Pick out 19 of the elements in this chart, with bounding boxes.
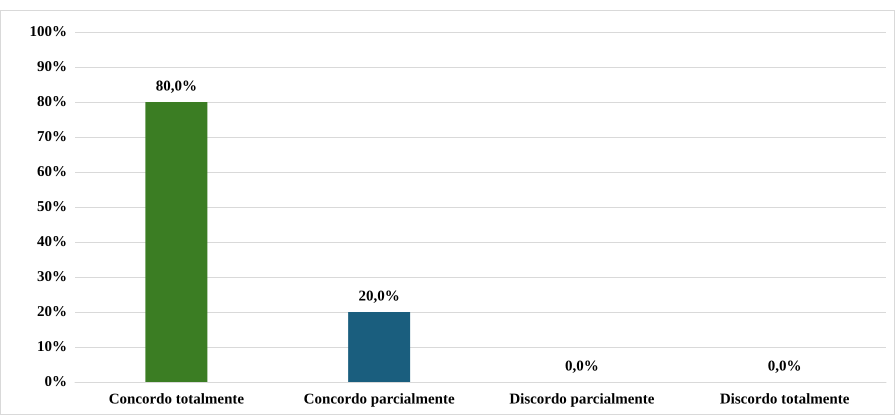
y-tick-label: 0% — [44, 374, 67, 390]
y-tick-label: 90% — [37, 59, 67, 75]
y-tick-label: 50% — [37, 199, 67, 215]
y-tick-label: 70% — [37, 129, 67, 145]
data-label: 0,0% — [768, 358, 802, 374]
x-tick-label: Concordo totalmente — [108, 392, 244, 408]
y-tick-label: 80% — [37, 94, 67, 110]
y-tick-label: 30% — [37, 269, 67, 285]
y-tick-label: 10% — [37, 339, 67, 355]
data-label: 0,0% — [565, 358, 599, 374]
data-label: 80,0% — [156, 78, 197, 94]
y-tick-label: 40% — [37, 234, 67, 250]
y-tick-label: 100% — [30, 24, 67, 40]
data-label: 20,0% — [358, 288, 400, 304]
x-tick-label: Discordo totalmente — [720, 392, 850, 408]
x-tick-label: Discordo parcialmente — [509, 392, 655, 408]
y-tick-label: 60% — [37, 164, 67, 180]
x-tick-label: Concordo parcialmente — [304, 392, 455, 408]
y-tick-label: 20% — [37, 304, 67, 320]
